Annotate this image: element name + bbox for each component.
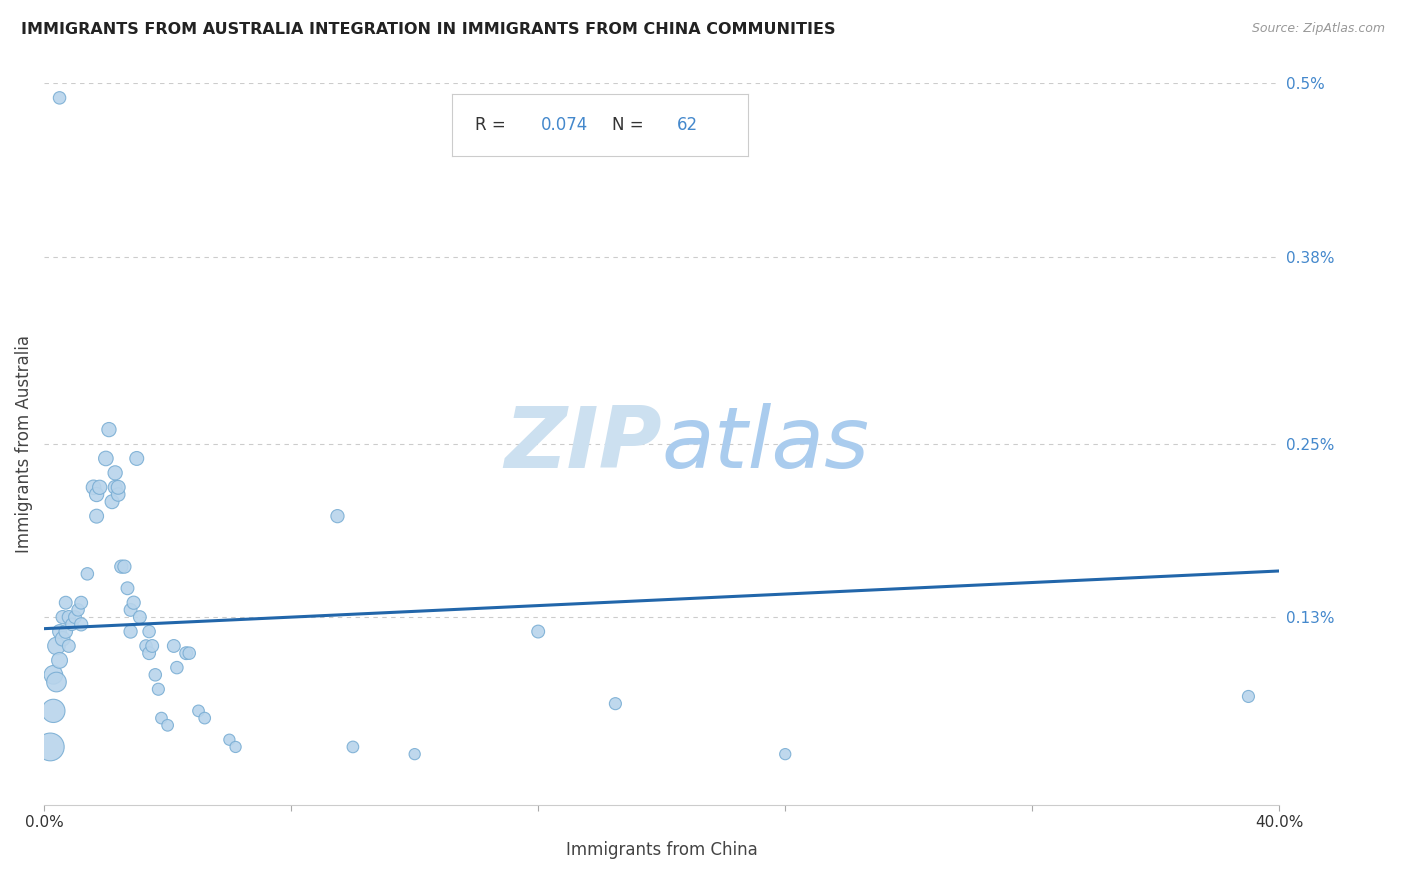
Point: [58, 610, 80, 624]
Point: [120, 603, 142, 617]
Point: [86, 487, 108, 501]
Point: [342, 739, 364, 754]
Point: [179, 646, 201, 660]
Point: [112, 559, 135, 574]
Point: [94, 451, 117, 466]
Point: [527, 624, 550, 639]
Point: [45, 675, 67, 690]
Point: [120, 624, 142, 639]
Point: [101, 494, 124, 508]
Point: [110, 559, 132, 574]
Point: [97, 423, 120, 437]
Point: [63, 610, 86, 624]
Point: [512, 141, 534, 155]
Point: [89, 480, 111, 494]
Point: [218, 732, 240, 747]
Text: atlas: atlas: [662, 402, 870, 485]
Point: [225, 739, 247, 754]
Point: [70, 617, 93, 632]
Point: [60, 617, 83, 632]
Y-axis label: Immigrants from Australia: Immigrants from Australia: [15, 335, 32, 553]
Point: [52, 632, 75, 646]
Point: [42, 704, 65, 718]
Point: [107, 487, 129, 501]
Point: [150, 711, 173, 725]
Point: [52, 610, 75, 624]
Point: [104, 466, 127, 480]
Point: [39, 739, 62, 754]
Point: [138, 624, 160, 639]
Point: [48, 91, 70, 105]
Point: [773, 747, 796, 761]
Point: [48, 653, 70, 667]
Point: [86, 509, 108, 524]
Point: [174, 646, 197, 660]
Point: [141, 639, 163, 653]
Point: [83, 480, 105, 494]
Point: [326, 509, 349, 524]
Point: [117, 582, 139, 596]
Text: Source: ZipAtlas.com: Source: ZipAtlas.com: [1251, 22, 1385, 36]
Point: [156, 718, 179, 732]
Point: [1237, 690, 1260, 704]
Point: [166, 660, 188, 674]
Point: [128, 610, 150, 624]
Point: [404, 747, 426, 761]
Point: [70, 596, 93, 610]
Point: [125, 451, 148, 466]
Point: [605, 697, 627, 711]
Point: [76, 566, 98, 581]
Point: [194, 711, 217, 725]
X-axis label: Immigrants from China: Immigrants from China: [565, 841, 758, 859]
Text: IMMIGRANTS FROM AUSTRALIA INTEGRATION IN IMMIGRANTS FROM CHINA COMMUNITIES: IMMIGRANTS FROM AUSTRALIA INTEGRATION IN…: [21, 22, 835, 37]
Point: [45, 639, 67, 653]
Point: [58, 639, 80, 653]
Point: [143, 668, 166, 682]
Point: [148, 682, 170, 697]
Point: [67, 603, 90, 617]
Point: [107, 480, 129, 494]
Point: [55, 596, 77, 610]
Text: ZIP: ZIP: [505, 402, 662, 485]
Point: [122, 596, 145, 610]
Point: [187, 704, 209, 718]
Point: [138, 646, 160, 660]
Point: [135, 639, 157, 653]
Point: [104, 480, 127, 494]
Point: [48, 624, 70, 639]
Point: [55, 624, 77, 639]
Point: [42, 668, 65, 682]
Point: [163, 639, 186, 653]
